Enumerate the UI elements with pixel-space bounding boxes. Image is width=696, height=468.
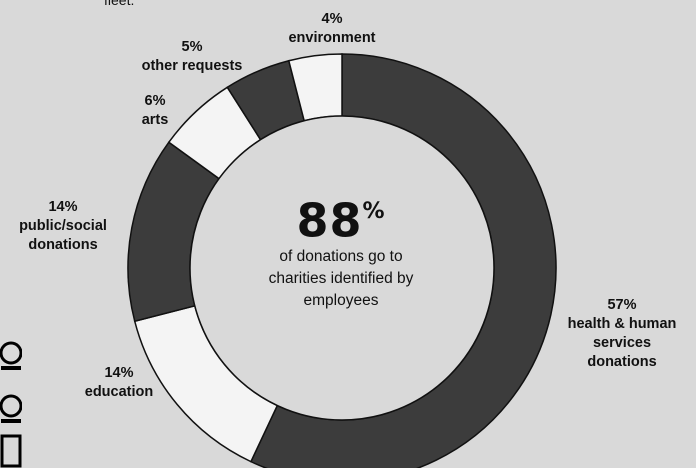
slice-label-public-social-pct: 14% xyxy=(48,199,78,215)
slice-label-other-requests-pct: 5% xyxy=(181,39,203,55)
cropped-top-text: fleet. xyxy=(104,0,135,8)
center-line-3: employees xyxy=(303,292,379,310)
center-big-number: 88 xyxy=(296,193,363,248)
center-caption: 88% of donations go to charities identif… xyxy=(226,188,456,312)
center-big-value: 88% xyxy=(226,188,456,246)
donut-slices xyxy=(127,53,557,468)
slice-label-other-requests-line-1: other requests xyxy=(141,58,243,74)
slice-label-arts: 6% arts xyxy=(128,92,182,130)
center-line-2: charities identified by xyxy=(268,270,414,288)
slice-label-public-social-line-1: public/social xyxy=(19,218,107,234)
donut-hole xyxy=(189,115,495,421)
slice-label-environment-pct: 4% xyxy=(321,11,343,27)
slice-label-environment-line-1: environment xyxy=(288,30,376,46)
slice-label-health: 57% health & human services donations xyxy=(556,296,688,372)
slice-label-arts-pct: 6% xyxy=(144,93,166,109)
edge-glyphs-decoration xyxy=(0,341,22,468)
slice-label-education-line-1: education xyxy=(84,384,154,400)
slice-label-arts-line-1: arts xyxy=(141,112,169,128)
slice-label-environment: 4% environment xyxy=(270,10,394,48)
slice-label-other-requests: 5% other requests xyxy=(128,38,256,76)
slice-label-education-pct: 14% xyxy=(104,365,134,381)
slice-label-health-line-3: donations xyxy=(587,354,657,370)
slice-label-education: 14% education xyxy=(74,364,164,402)
slice-label-public-social-line-2: donations xyxy=(28,237,98,253)
slice-label-health-line-2: services xyxy=(592,335,652,351)
slice-label-health-pct: 57% xyxy=(607,297,637,313)
center-line-1: of donations go to xyxy=(279,248,403,266)
slice-label-health-line-1: health & human xyxy=(567,316,677,332)
slice-label-public-social: 14% public/social donations xyxy=(8,198,118,255)
center-big-unit: % xyxy=(362,199,386,224)
